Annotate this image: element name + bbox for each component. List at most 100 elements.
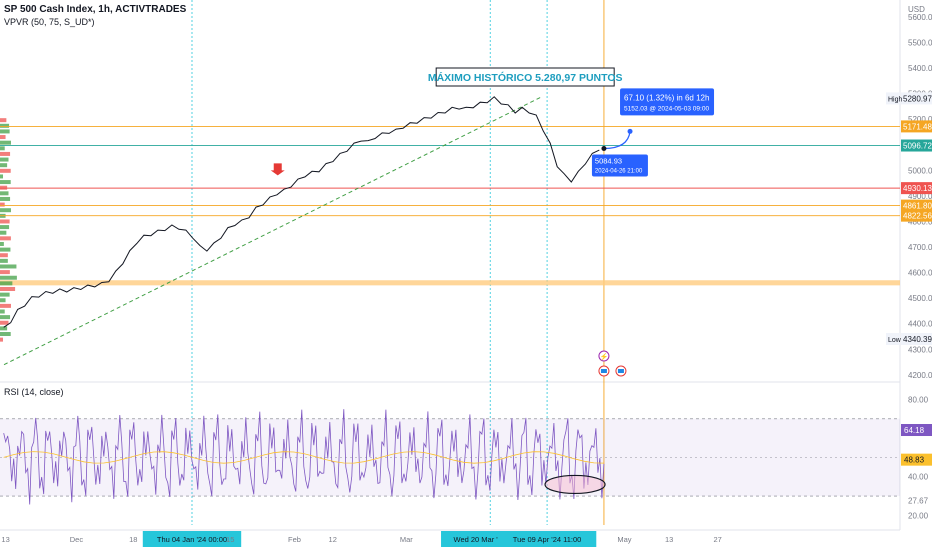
currency-label: USD	[908, 5, 925, 14]
projection-end-point	[627, 128, 633, 134]
volume-profile-bar	[0, 298, 6, 303]
price-level-label: 5171.48	[903, 122, 932, 131]
price-level-tag	[901, 332, 932, 345]
indicator-label: VPVR (50, 75, S_UD*)	[4, 17, 95, 27]
rsi-highlight-ellipse	[544, 474, 606, 495]
volume-profile-bar	[0, 196, 11, 201]
volume-profile-bar	[0, 230, 7, 235]
price-level-tag	[901, 139, 932, 152]
price-tick-label: 5600.00	[908, 13, 932, 22]
time-tick-label: Thu 04 Jan '24 00:00	[157, 535, 227, 544]
volume-profile-bar	[0, 309, 5, 314]
volume-profile-bar	[0, 315, 11, 320]
price-level-label: 5280.97	[903, 94, 932, 103]
rsi-line	[3, 409, 605, 505]
volume-profile-bar	[0, 146, 5, 151]
rsi-tick-label: 80.00	[908, 395, 929, 404]
chart-title: SP 500 Cash Index, 1h, ACTIVTRADES	[4, 4, 187, 15]
price-level-label: 4340.39	[903, 335, 932, 344]
rsi-signal-label: 48.83	[904, 456, 925, 465]
volume-profile-bar	[0, 258, 8, 263]
projection-line	[603, 131, 631, 150]
price-tick-label: 5400.00	[908, 64, 932, 73]
price-level-tag	[901, 120, 932, 133]
rsi-signal-tag	[901, 453, 932, 466]
volume-profile-bar	[0, 151, 11, 156]
price-level-badge: High	[888, 96, 903, 103]
rsi-value-tag	[901, 424, 932, 437]
volume-profile-bar	[0, 303, 11, 308]
volume-profile-bar	[0, 219, 10, 224]
annotation-box	[435, 67, 615, 87]
time-tick-label: 27	[713, 535, 721, 544]
lightning-glyph: ⚡	[600, 352, 609, 361]
time-tick-label: Mar	[400, 535, 413, 544]
volume-profile-bar	[0, 123, 10, 128]
support-band	[0, 280, 900, 286]
projection-start-box	[591, 154, 648, 177]
volume-profile-bar	[0, 241, 4, 246]
down-arrow-icon	[270, 163, 285, 176]
volume-profile-bar	[0, 129, 10, 134]
price-level-tag	[901, 199, 932, 212]
annotation-text: MÁXIMO HISTÓRICO 5.280,97 PUNTOS	[428, 71, 623, 84]
price-level-tag	[901, 92, 932, 105]
rsi-tick-label: 27.67	[908, 497, 929, 506]
volume-profile-bar	[0, 208, 11, 213]
time-tick-label: 15	[226, 535, 234, 544]
time-tick-label: 12	[329, 535, 337, 544]
price-tick-label: 4600.00	[908, 269, 932, 278]
price-line	[3, 96, 600, 328]
time-tick-label: Wed 20 Mar '24 19:00	[454, 535, 527, 544]
price-tick-label: 4700.00	[908, 243, 932, 252]
price-tick-label: 5500.00	[908, 38, 932, 47]
price-level-label: 4930.13	[903, 184, 932, 193]
volume-profile-bar	[0, 281, 13, 286]
rsi-label: RSI (14, close)	[4, 387, 64, 397]
time-tick-label: 13	[665, 535, 673, 544]
price-tick-label: 4200.00	[908, 371, 932, 380]
trendline	[3, 96, 541, 366]
price-level-badge-bg	[886, 332, 900, 345]
volume-profile-bar	[0, 202, 5, 207]
lightning-icon	[598, 350, 610, 362]
price-tick-label: 4500.00	[908, 294, 932, 303]
price-tick-label: 4300.00	[908, 345, 932, 354]
volume-profile-bar	[0, 225, 10, 230]
volume-profile-bar	[0, 292, 10, 297]
volume-profile-bar	[0, 275, 17, 280]
volume-profile-bar	[0, 163, 8, 168]
volume-profile-bar	[0, 326, 8, 331]
volume-profile-bar	[0, 332, 11, 337]
projection-start-label: 5084.93	[595, 157, 622, 166]
price-tick-label: 4400.00	[908, 320, 932, 329]
projection-line2: 5152.03 @ 2024-05-03 09:00	[624, 105, 709, 112]
volume-profile-bar	[0, 174, 4, 179]
volume-profile-bar	[0, 168, 11, 173]
time-tick-highlight	[497, 531, 597, 547]
price-tick-label: 4900.00	[908, 192, 932, 201]
volume-profile-bar	[0, 180, 11, 185]
volume-profile-bar	[0, 247, 11, 252]
volume-profile-bar	[0, 337, 3, 342]
flag-icon-fill	[600, 369, 607, 373]
time-tick-label: 13	[1, 535, 9, 544]
volume-profile-bar	[0, 253, 8, 258]
volume-profile-bar	[0, 135, 6, 140]
rsi-signal-line	[3, 451, 604, 464]
volume-profile-bar	[0, 270, 10, 275]
flag-icon-fill	[617, 369, 624, 373]
time-tick-label: Feb	[288, 535, 301, 544]
price-tick-label: 4800.00	[908, 217, 932, 226]
time-tick-label: Dec	[70, 535, 84, 544]
time-tick-highlight	[142, 531, 242, 547]
projection-box	[620, 88, 715, 116]
projection-start-point	[601, 146, 607, 152]
volume-profile-bar	[0, 320, 9, 325]
price-level-label: 4861.80	[903, 202, 932, 211]
price-level-label: 5096.72	[903, 142, 932, 151]
rsi-tick-label: 40.00	[908, 473, 929, 482]
price-level-badge: Low	[888, 337, 902, 344]
